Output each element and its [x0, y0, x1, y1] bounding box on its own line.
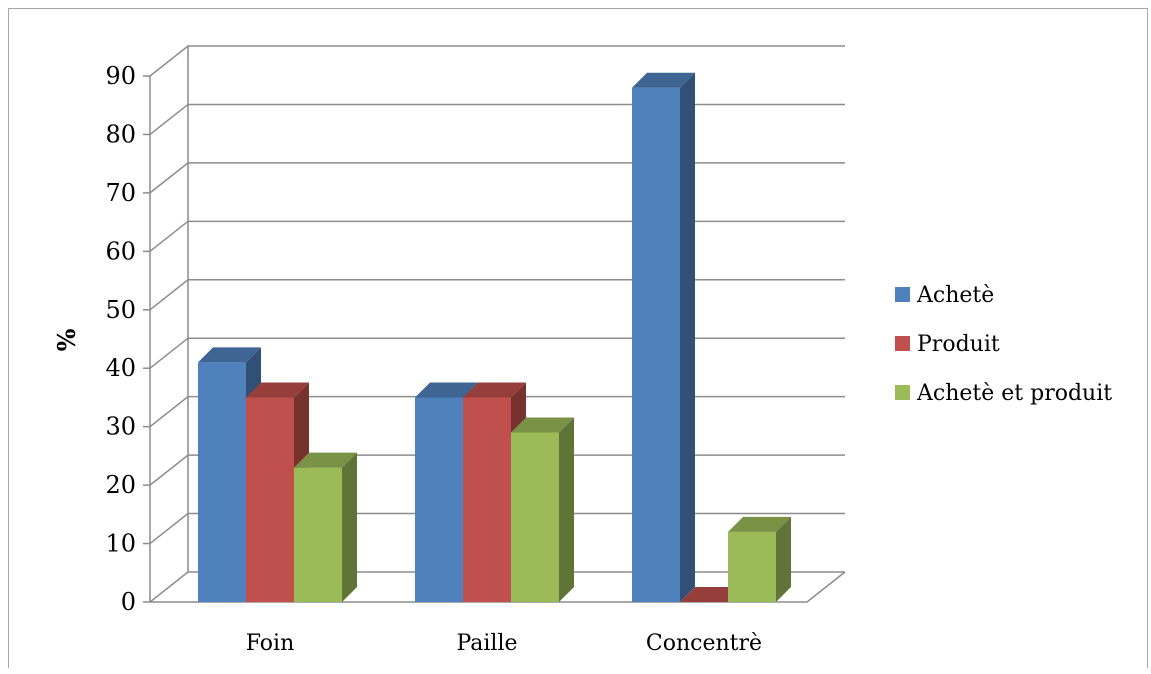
y-axis-ticks: 0 10 20 30 40 50 60 70 80 90 — [105, 62, 136, 616]
bar — [680, 587, 743, 602]
gridline — [149, 279, 845, 311]
x-category-label: Paille — [456, 631, 517, 656]
legend-label: Achetè et produit — [916, 381, 1112, 406]
y-tick-label: 60 — [105, 237, 136, 265]
bar-front — [294, 467, 342, 602]
bar-front — [415, 397, 463, 602]
x-category-label: Concentrè — [646, 631, 762, 656]
bar-front — [463, 397, 511, 602]
bar-front — [632, 87, 680, 602]
bar-side — [342, 452, 357, 602]
legend: Achetè Produit Achetè et produit — [895, 283, 1112, 406]
bar — [511, 417, 574, 602]
gridline — [149, 45, 845, 77]
y-tick-label: 10 — [105, 530, 136, 558]
bar-top — [511, 417, 574, 433]
bar-side — [776, 516, 791, 602]
x-category-label: Foin — [246, 631, 295, 656]
bar-top — [198, 347, 261, 363]
bar — [198, 347, 261, 602]
y-tick-label: 80 — [105, 120, 136, 148]
y-tick-label: 50 — [105, 296, 136, 324]
bar-side — [680, 72, 695, 602]
legend-swatch — [895, 385, 910, 400]
gridline — [149, 162, 845, 194]
bar-side — [559, 417, 574, 602]
bar-top — [294, 452, 357, 468]
bar-front — [728, 531, 776, 602]
bar-front — [511, 432, 559, 602]
y-tick-label: 90 — [105, 62, 136, 90]
y-tick-label: 40 — [105, 354, 136, 382]
bar — [632, 72, 695, 602]
bar-front — [246, 397, 294, 602]
x-axis-categories: Foin Paille Concentrè — [246, 631, 762, 656]
chart-frame — [8, 8, 1148, 668]
gridlines — [143, 45, 846, 603]
bar — [294, 452, 357, 602]
bar — [728, 516, 791, 602]
bars — [198, 72, 791, 602]
bar-top — [728, 516, 791, 532]
gridline — [149, 220, 845, 252]
legend-swatch — [895, 287, 910, 302]
y-tick-label: 20 — [105, 471, 136, 499]
y-axis-title: % — [52, 328, 81, 351]
bar-top — [246, 382, 309, 398]
floor-edge — [150, 571, 846, 603]
legend-label: Achetè — [916, 283, 994, 308]
legend-swatch — [895, 336, 910, 351]
y-tick-label: 0 — [121, 588, 136, 616]
bar-front — [198, 362, 246, 602]
bar-top — [415, 382, 478, 398]
legend-label: Produit — [917, 332, 1000, 357]
bar-top — [632, 72, 695, 88]
y-tick-label: 30 — [105, 413, 136, 441]
gridline — [149, 103, 845, 136]
bar-top — [463, 382, 526, 398]
bar-top — [680, 587, 743, 602]
y-tick-label: 70 — [105, 179, 136, 207]
